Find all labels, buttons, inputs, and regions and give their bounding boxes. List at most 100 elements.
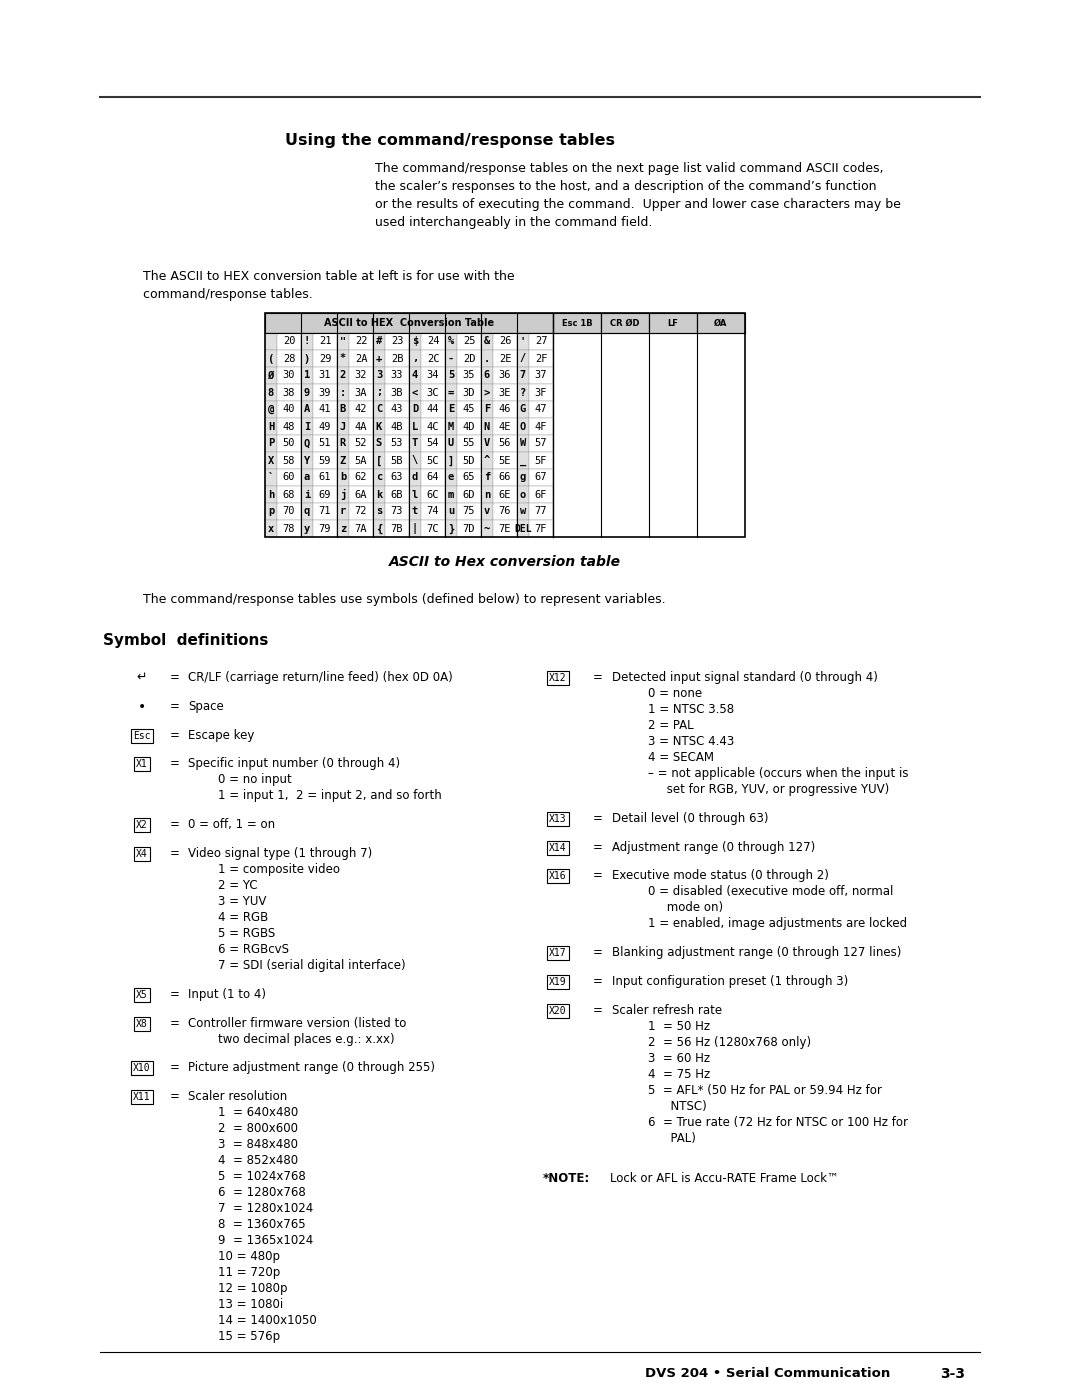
Bar [517,503,529,520]
Bar [529,418,553,434]
Bar [384,367,409,384]
Bar [384,401,409,418]
Bar [457,469,481,486]
Text: 5B: 5B [391,455,403,465]
Bar [492,367,517,384]
Bar [457,332,481,351]
Text: 12 = 1080p: 12 = 1080p [218,1282,287,1295]
Bar [276,367,301,384]
Bar [337,453,349,469]
Text: Scaler refresh rate: Scaler refresh rate [612,1004,723,1017]
Text: 1: 1 [303,370,310,380]
Text: q: q [303,507,310,517]
Text: 3-3: 3-3 [940,1368,966,1382]
Bar [481,401,492,418]
Text: ØA: ØA [714,319,728,327]
Text: 70: 70 [283,507,295,517]
Text: 22: 22 [354,337,367,346]
Text: w: w [519,507,526,517]
Bar [553,313,600,332]
Text: ~: ~ [484,524,490,534]
Bar [492,418,517,434]
Text: 26: 26 [499,337,511,346]
Text: p: p [268,507,274,517]
Bar [445,384,457,401]
Text: or the results of executing the command.  Upper and lower case characters may be: or the results of executing the command.… [375,198,901,211]
Bar [529,520,553,536]
Text: 5A: 5A [354,455,367,465]
Text: used interchangeably in the command field.: used interchangeably in the command fiel… [375,217,652,229]
Bar [265,469,276,486]
Text: two decimal places e.g.: x.xx): two decimal places e.g.: x.xx) [218,1032,394,1045]
Text: 49: 49 [319,422,332,432]
Text: 2B: 2B [391,353,403,363]
Text: •: • [138,700,146,714]
Bar [445,351,457,367]
Text: J: J [340,422,346,432]
Bar [529,486,553,503]
Text: X13: X13 [550,814,567,824]
Bar [276,418,301,434]
Text: Symbol  definitions: Symbol definitions [103,633,268,648]
Bar [529,434,553,453]
Text: PAL): PAL) [648,1132,696,1144]
Text: 25: 25 [462,337,475,346]
Text: X11: X11 [133,1092,151,1102]
Bar [337,486,349,503]
Bar [517,520,529,536]
Bar [301,486,313,503]
Bar [445,469,457,486]
Bar [445,367,457,384]
Text: V: V [484,439,490,448]
Text: 7B: 7B [391,524,403,534]
Bar [265,418,276,434]
Text: @: @ [268,405,274,415]
Text: X17: X17 [550,949,567,958]
Text: (: ( [268,353,274,363]
Text: t: t [411,507,418,517]
Text: [: [ [376,455,382,465]
Bar [349,486,373,503]
Bar [337,503,349,520]
Text: The ASCII to HEX conversion table at left is for use with the: The ASCII to HEX conversion table at lef… [143,270,515,284]
Bar [301,520,313,536]
Text: 1  = 50 Hz: 1 = 50 Hz [648,1020,711,1032]
Bar [517,434,529,453]
Text: 7 = SDI (serial digital interface): 7 = SDI (serial digital interface) [218,958,406,972]
Bar [265,384,276,401]
Bar [337,351,349,367]
Text: X1: X1 [136,760,148,770]
Text: 3E: 3E [499,387,511,398]
Text: v: v [484,507,490,517]
Bar [421,453,445,469]
Text: 24: 24 [427,337,440,346]
Text: 8  = 1360x765: 8 = 1360x765 [218,1218,306,1231]
Text: 20: 20 [283,337,295,346]
Text: *NOTE:: *NOTE: [543,1172,591,1185]
Text: 79: 79 [319,524,332,534]
Text: 73: 73 [391,507,403,517]
Text: =: = [593,869,603,883]
Text: 3  = 848x480: 3 = 848x480 [218,1139,298,1151]
Text: >: > [484,387,490,398]
Bar [517,367,529,384]
Text: 15 = 576p: 15 = 576p [218,1330,280,1343]
Bar [445,401,457,418]
Text: Space: Space [188,700,224,712]
Text: 2: 2 [340,370,346,380]
Bar [313,401,337,418]
Text: 39: 39 [319,387,332,398]
Text: 55: 55 [462,439,475,448]
Bar [384,503,409,520]
Bar [492,469,517,486]
Bar [276,434,301,453]
Bar [457,367,481,384]
Bar [301,453,313,469]
Text: 13 = 1080i: 13 = 1080i [218,1298,283,1312]
Text: $: $ [411,337,418,346]
Text: 36: 36 [499,370,511,380]
Text: 54: 54 [427,439,440,448]
Text: 52: 52 [354,439,367,448]
Text: 6D: 6D [462,489,475,500]
Bar [457,453,481,469]
